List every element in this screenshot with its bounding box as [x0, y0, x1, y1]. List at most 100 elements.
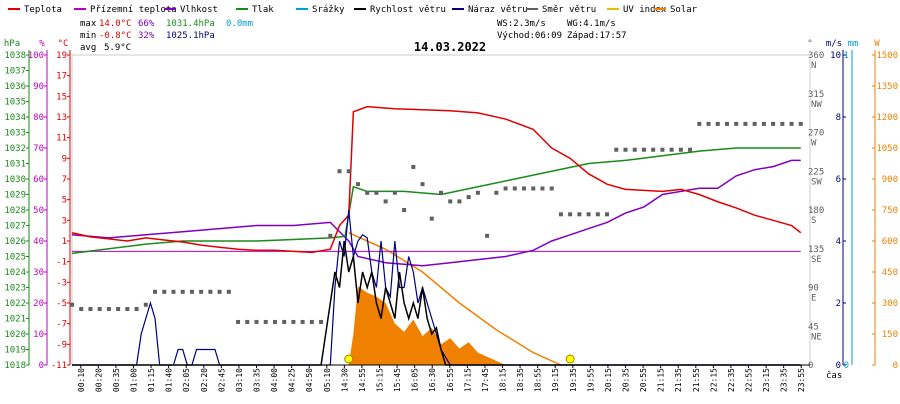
solar-axis-unit: W: [874, 39, 880, 49]
x-tick-label: 04:00: [270, 368, 279, 392]
x-tick-label: 00:10: [77, 368, 86, 392]
humidity-axis-unit: %: [39, 39, 45, 49]
wind-direction-point: [798, 121, 803, 126]
direction-compass-label: E: [811, 294, 816, 304]
solar-axis-tick-label: 1050: [876, 144, 898, 154]
x-tick-label: 02:05: [182, 368, 191, 392]
chart-axes: hPa1038103710361035103410331032103110301…: [4, 39, 898, 371]
pressure-axis-tick-label: 1037: [4, 67, 26, 77]
humidity-axis-tick-label: 80: [33, 113, 44, 123]
wind-direction-point: [586, 212, 591, 217]
wind-direction-point: [319, 319, 324, 324]
humidity-axis-tick-label: 100: [28, 51, 44, 61]
stat-max-label: max: [80, 19, 97, 29]
direction-tick-label: 315: [808, 90, 824, 100]
legend-label: Teplota: [24, 5, 62, 15]
x-tick-label: 21:15: [657, 368, 666, 392]
wind-direction-point: [162, 289, 167, 294]
rain-axis-tick-label: 1: [844, 51, 849, 61]
x-tick-label: 16:55: [446, 368, 455, 392]
wind-direction-point: [780, 121, 785, 126]
wind-direction-point: [715, 121, 720, 126]
wind-axis-tick-label: 2: [836, 299, 841, 309]
x-tick-label: 00:20: [94, 368, 103, 392]
direction-compass-label: NW: [811, 100, 822, 110]
stat-wg: WG:4.1m/s: [567, 19, 616, 29]
x-tick-label: 02:45: [217, 368, 226, 392]
pressure-axis-tick-label: 1034: [4, 113, 26, 123]
wind-direction-point: [420, 182, 425, 187]
pressure-axis-tick-label: 1029: [4, 191, 26, 201]
wind-direction-point: [411, 164, 416, 169]
x-tick-label: 23:55: [797, 368, 806, 392]
x-tick-label: 20:15: [604, 368, 613, 392]
wind-direction-point: [724, 121, 729, 126]
stat-max-temp: 14.0°C: [99, 19, 132, 29]
wind-speed-line: [72, 240, 801, 366]
pressure-line: [71, 147, 801, 255]
pressure-axis-tick-label: 1036: [4, 82, 26, 92]
solar-theoretical-line: [348, 232, 562, 366]
x-tick-label: 19:15: [551, 368, 560, 392]
solar-axis-tick-label: 450: [882, 268, 898, 278]
direction-tick-label: 90: [808, 284, 819, 294]
x-tick-label: 15:15: [376, 368, 385, 392]
wind-direction-point: [346, 169, 351, 174]
wind-direction-point: [300, 319, 305, 324]
direction-axis-unit: °: [807, 39, 812, 49]
wind-direction-point: [743, 121, 748, 126]
wind-direction-point: [494, 190, 499, 195]
wind-direction-point: [88, 307, 93, 312]
wind-direction-point: [475, 190, 480, 195]
temperature-axis-tick-label: 5: [62, 196, 67, 206]
stat-sunset: Západ:17:57: [567, 31, 627, 41]
solar-radiation-area: [348, 286, 506, 365]
legend-label: UV index: [623, 5, 667, 15]
x-tick-label: 23:35: [780, 368, 789, 392]
wind-direction-point: [669, 147, 674, 152]
wind-direction-point: [595, 212, 600, 217]
wind-axis-tick-label: 4: [836, 237, 841, 247]
x-tick-label: 22:35: [727, 368, 736, 392]
x-tick-label: 14:55: [358, 368, 367, 392]
stat-max-hum: 66%: [138, 19, 155, 29]
wind-direction-point: [392, 190, 397, 195]
stat-min-hum: 32%: [138, 31, 155, 41]
wind-direction-point: [568, 212, 573, 217]
x-tick-label: 20:35: [622, 368, 631, 392]
direction-compass-label: NE: [811, 332, 822, 342]
x-tick-label: 04:50: [305, 368, 314, 392]
wind-direction-point: [116, 307, 121, 312]
solar-axis-tick-label: 1200: [876, 113, 898, 123]
temperature-axis-tick-label: 17: [56, 72, 67, 82]
x-tick-label: 01:00: [130, 368, 139, 392]
pressure-axis-tick-label: 1022: [4, 299, 26, 309]
wind-direction-point: [641, 147, 646, 152]
temperature-axis-tick-label: 7: [62, 175, 67, 185]
x-tick-label: 16:30: [428, 368, 437, 392]
wind-direction-point: [651, 147, 656, 152]
legend-label: Vlhkost: [180, 5, 218, 15]
wind-direction-point: [180, 289, 185, 294]
direction-tick-label: 0: [808, 361, 813, 371]
wind-direction-point: [678, 147, 683, 152]
pressure-axis-tick-label: 1019: [4, 346, 26, 356]
x-tick-label: 22:55: [745, 368, 754, 392]
x-tick-label: 21:35: [674, 368, 683, 392]
x-tick-label: 21:55: [692, 368, 701, 392]
humidity-axis-tick-label: 30: [33, 268, 44, 278]
wind-direction-point: [143, 302, 148, 307]
wind-direction-point: [457, 199, 462, 204]
temperature-axis-tick-label: -5: [56, 299, 67, 309]
solar-axis-tick-label: 300: [882, 299, 898, 309]
temperature-axis-tick-label: 1: [62, 237, 67, 247]
wind-direction-point: [466, 195, 471, 200]
pressure-axis-tick-label: 1035: [4, 98, 26, 108]
wind-direction-point: [291, 319, 296, 324]
wind-direction-point: [660, 147, 665, 152]
wind-direction-point: [282, 319, 287, 324]
wind-direction-point: [70, 302, 74, 307]
pressure-axis-tick-label: 1033: [4, 129, 26, 139]
solar-axis-tick-label: 150: [882, 330, 898, 340]
direction-tick-label: 135: [808, 245, 824, 255]
